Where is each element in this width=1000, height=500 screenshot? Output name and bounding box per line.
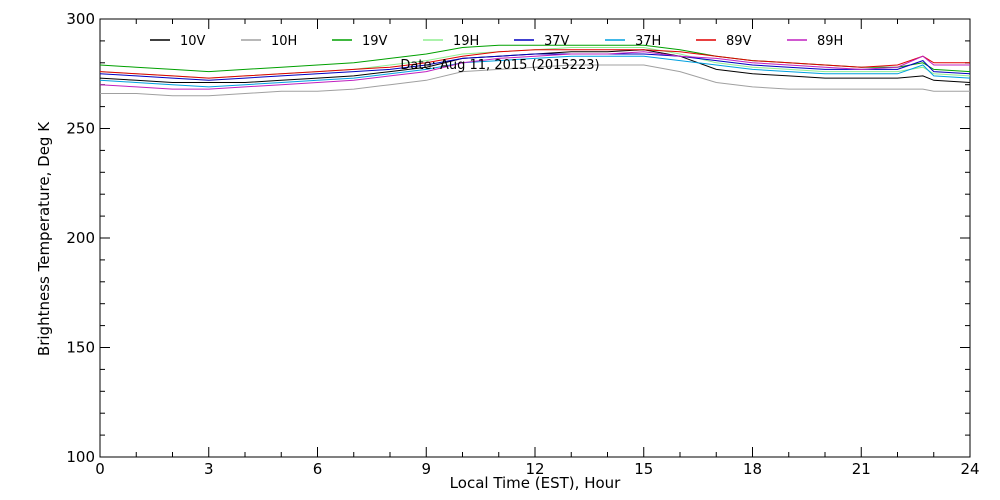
date-annotation: Date: Aug 11, 2015 (2015223)	[400, 58, 599, 73]
y-axis-label: Brightness Temperature, Deg K	[35, 121, 53, 356]
y-tick-label: 100	[66, 448, 95, 466]
legend-label-19h: 19H	[453, 34, 479, 49]
x-axis-label: Local Time (EST), Hour	[450, 474, 621, 492]
axis-tick-labels: 0 3 6 9 12 15 18 21 24 100 150 200 250 300	[66, 10, 979, 478]
y-tick-label: 300	[66, 10, 95, 28]
series-line-10v	[99, 49, 971, 83]
x-tick-label: 18	[743, 460, 762, 478]
legend-label-37v: 37V	[544, 34, 570, 49]
legend-label-37h: 37H	[635, 34, 661, 49]
plot-frame	[99, 18, 971, 458]
legend-label-10h: 10H	[271, 34, 297, 49]
axis-ticks	[99, 18, 971, 458]
legend-label-19v: 19V	[362, 34, 388, 49]
x-tick-label: 15	[634, 460, 653, 478]
legend: 10V 10H 19V 19H 37V 37H 89V 89H	[150, 34, 843, 49]
x-tick-label: 9	[421, 460, 431, 478]
series-line-37h	[99, 55, 971, 88]
legend-label-10v: 10V	[180, 34, 206, 49]
x-tick-label: 6	[313, 460, 323, 478]
y-tick-label: 150	[66, 339, 95, 357]
legend-label-89v: 89V	[726, 34, 752, 49]
series-line-89v	[99, 49, 970, 79]
legend-label-89h: 89H	[817, 34, 843, 49]
y-tick-label: 250	[66, 120, 95, 138]
x-tick-label: 0	[95, 460, 105, 478]
x-tick-label: 12	[525, 460, 544, 478]
series-line-10h	[100, 64, 970, 97]
x-tick-label: 3	[204, 460, 214, 478]
x-tick-label: 24	[960, 460, 979, 478]
y-tick-label: 200	[66, 229, 95, 247]
x-tick-label: 21	[852, 460, 871, 478]
series-line-89h	[99, 51, 970, 90]
series-lines	[99, 44, 971, 97]
